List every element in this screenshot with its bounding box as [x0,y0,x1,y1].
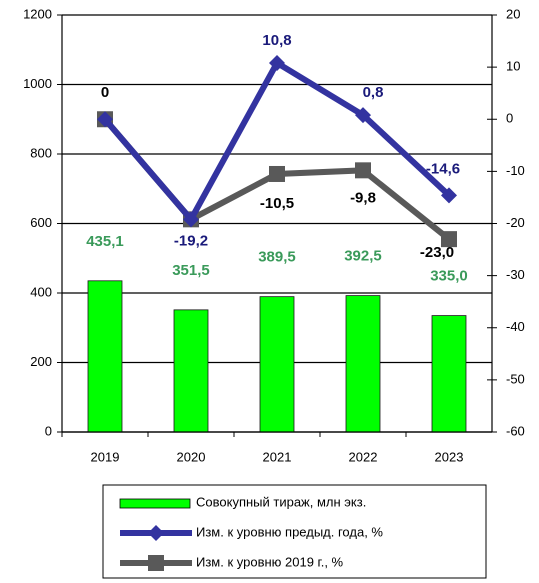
y-tick-label: 1200 [23,6,52,21]
y2-tick-label: -60 [506,423,525,438]
legend-swatch [119,498,191,509]
legend-label: Совокупный тираж, млн экз. [196,494,366,509]
y-tick-label: 200 [30,354,52,369]
data-label: 10,8 [262,32,291,49]
bar [431,315,467,433]
data-label: 0,8 [363,84,384,101]
x-tick-label: 2019 [91,449,120,464]
marker [148,525,164,541]
bar [87,280,123,433]
x-tick-label: 2020 [177,449,206,464]
data-label: 389,5 [258,249,296,266]
y2-tick-label: 10 [506,59,520,74]
marker [441,187,457,204]
data-label: 0 [101,84,109,101]
y2-tick-label: -10 [506,163,525,178]
bar [259,296,295,433]
y-tick-label: 800 [30,145,52,160]
y-tick-label: 0 [45,423,52,438]
x-tick-label: 2023 [435,449,464,464]
data-label: -19,2 [174,232,208,249]
marker [355,107,371,124]
y-tick-label: 1000 [23,76,52,91]
y2-tick-label: -40 [506,319,525,334]
y2-tick-label: -50 [506,371,525,386]
data-label: -9,8 [350,189,376,206]
x-tick-label: 2021 [263,449,292,464]
data-label: 392,5 [344,248,382,265]
y2-tick-label: -20 [506,215,525,230]
data-label: -23,0 [420,244,454,261]
legend-label: Изм. к уровню предыд. года, % [196,524,383,539]
bar [173,309,209,433]
data-label: -10,5 [260,195,294,212]
legend-label: Изм. к уровню 2019 г., % [196,554,344,569]
marker [269,165,285,182]
marker [148,555,164,571]
marker [97,111,113,128]
bar [345,295,381,433]
data-label: 335,0 [430,268,468,285]
marker [269,54,285,71]
marker [183,211,199,228]
data-label: 435,1 [86,233,124,250]
x-tick-label: 2022 [349,449,378,464]
y-tick-label: 400 [30,284,52,299]
y2-tick-label: 20 [506,6,520,21]
data-label: 351,5 [172,262,210,279]
y2-tick-label: 0 [506,111,513,126]
y-tick-label: 600 [30,215,52,230]
marker [441,231,457,248]
marker [355,162,371,179]
data-label: -14,6 [426,160,460,177]
y2-tick-label: -30 [506,267,525,282]
